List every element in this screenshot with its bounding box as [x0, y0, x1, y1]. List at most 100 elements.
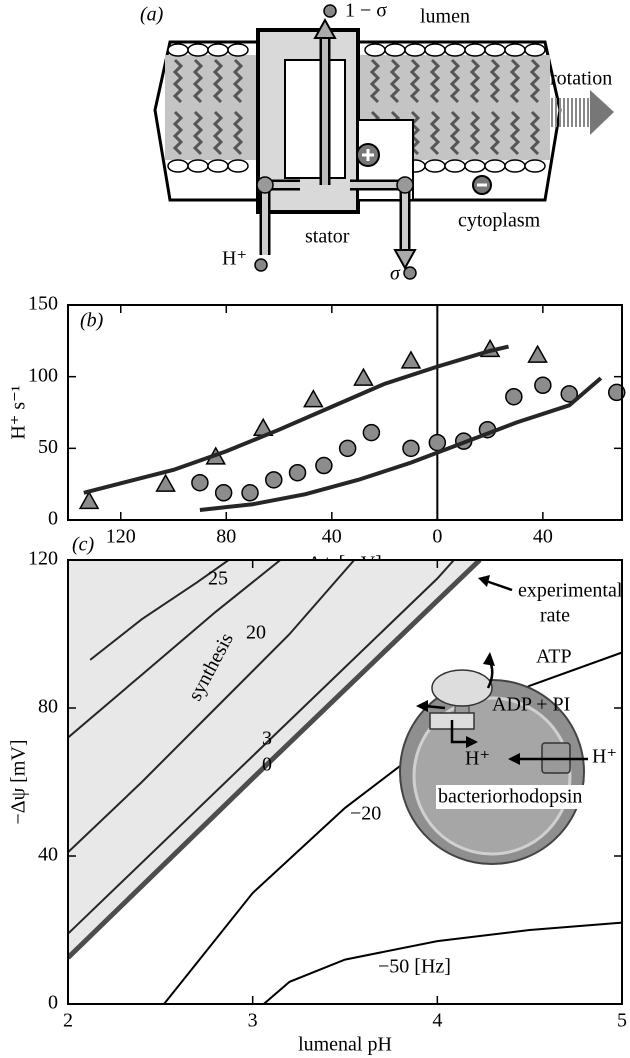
line — [68, 560, 455, 935]
lipid-tail — [369, 58, 381, 104]
chart: 2 3 4 5 0 40 80 120 25 20 3 0 −20 −50 [Hz] lumenal pH −… — [8, 534, 627, 1056]
marker — [214, 484, 233, 502]
series-label: 20 — [246, 622, 266, 644]
arrow — [450, 720, 468, 744]
atp-synthase-head — [431, 669, 493, 707]
proton — [403, 266, 417, 280]
lipid-head — [207, 159, 229, 173]
diagram: (a) 1 − σ lumen rotation stator cytoplas… — [140, 0, 614, 285]
proton — [323, 4, 337, 18]
proton — [254, 258, 268, 272]
lipid-tail — [489, 58, 501, 104]
label: rotation — [550, 68, 612, 90]
line — [68, 560, 281, 739]
proton — [396, 176, 414, 194]
lipid-tail — [212, 110, 224, 156]
lipid-tail — [509, 110, 521, 156]
marker — [265, 471, 283, 489]
arrow-head — [466, 736, 478, 748]
lipid-head — [484, 43, 506, 57]
line — [68, 560, 482, 960]
annotation: bacteriorhodopsin — [438, 786, 582, 808]
plot-frame — [67, 559, 623, 1005]
plus-sign — [362, 149, 374, 161]
marker — [155, 473, 176, 492]
label: σ — [390, 263, 401, 285]
lipid-head — [227, 159, 249, 173]
x-tick-label: 120 — [106, 526, 136, 548]
marker — [241, 484, 259, 502]
annotation: ATP — [536, 646, 572, 668]
proton — [256, 176, 274, 194]
lipid-head — [167, 43, 189, 57]
lipid-head — [227, 43, 249, 57]
lipid-tail — [529, 110, 541, 156]
marker — [338, 439, 357, 458]
lipid-head — [444, 43, 466, 57]
marker — [191, 473, 209, 492]
x-tick-label: 5 — [617, 1010, 627, 1032]
panel-label: (b) — [80, 310, 104, 332]
y-tick-label: 0 — [48, 508, 58, 530]
lipid-tail — [449, 110, 461, 156]
inset: synthesis experimental rate ATP ADP + PI… — [184, 575, 623, 865]
lipid-head — [524, 43, 546, 57]
x-tick-label: 40 — [533, 526, 553, 548]
lipid-head — [404, 43, 426, 57]
lipid-tail — [469, 58, 481, 104]
lipid-tail — [192, 58, 204, 104]
series-label: 0 — [262, 754, 272, 776]
marker — [303, 389, 324, 408]
y-tick-label: 0 — [48, 992, 58, 1014]
lipid-head — [484, 159, 506, 173]
lipid-head — [504, 43, 526, 57]
lipid-head — [464, 159, 486, 173]
line — [263, 921, 622, 1004]
series-label: 3 — [262, 728, 272, 750]
marker — [428, 433, 447, 452]
arrow — [485, 579, 513, 592]
x-tick-label: 0 — [432, 526, 442, 548]
marker — [505, 387, 523, 406]
lipid-head — [364, 43, 386, 57]
lipid-tail — [529, 58, 541, 104]
chart: 1208040040050100150Δψ [mV]H⁺ s⁻¹(b) — [8, 293, 626, 575]
x-tick-label: 4 — [432, 1010, 442, 1032]
lipid-head — [187, 159, 209, 173]
annotation: H⁺ — [592, 746, 617, 768]
arrow-head — [508, 753, 520, 765]
x-tick-label: 80 — [216, 526, 236, 548]
series-label: −20 — [350, 803, 381, 825]
label: H⁺ — [222, 248, 247, 270]
y-tick-label: 80 — [38, 696, 58, 718]
lipid-head — [424, 159, 446, 173]
marker — [288, 463, 307, 482]
arrow-head — [416, 700, 428, 712]
marker — [353, 367, 374, 386]
lipid-head — [524, 159, 546, 173]
y-tick-label: 150 — [28, 293, 58, 315]
x-tick-label: 40 — [322, 526, 342, 548]
arrow-head — [483, 652, 495, 666]
arrow-head — [313, 17, 337, 39]
y-tick-label: 120 — [28, 548, 58, 570]
y-tick-label: 100 — [28, 364, 58, 386]
line — [89, 560, 230, 661]
arrow-head — [393, 249, 417, 271]
marker — [78, 490, 100, 510]
arrow-head — [478, 575, 490, 587]
line — [83, 344, 510, 495]
panel-label: (c) — [72, 534, 95, 556]
marker — [362, 423, 381, 442]
x-tick-label: 3 — [248, 1010, 258, 1032]
label: lumen — [420, 6, 470, 28]
y-axis-label: H⁺ s⁻¹ — [8, 385, 30, 439]
lipid-tail — [212, 58, 224, 104]
plot-frame — [67, 304, 623, 521]
lipid-head — [424, 43, 446, 57]
channel — [284, 59, 346, 179]
lipid-tail — [489, 110, 501, 156]
lipid-tail — [429, 110, 441, 156]
marker — [534, 376, 552, 395]
